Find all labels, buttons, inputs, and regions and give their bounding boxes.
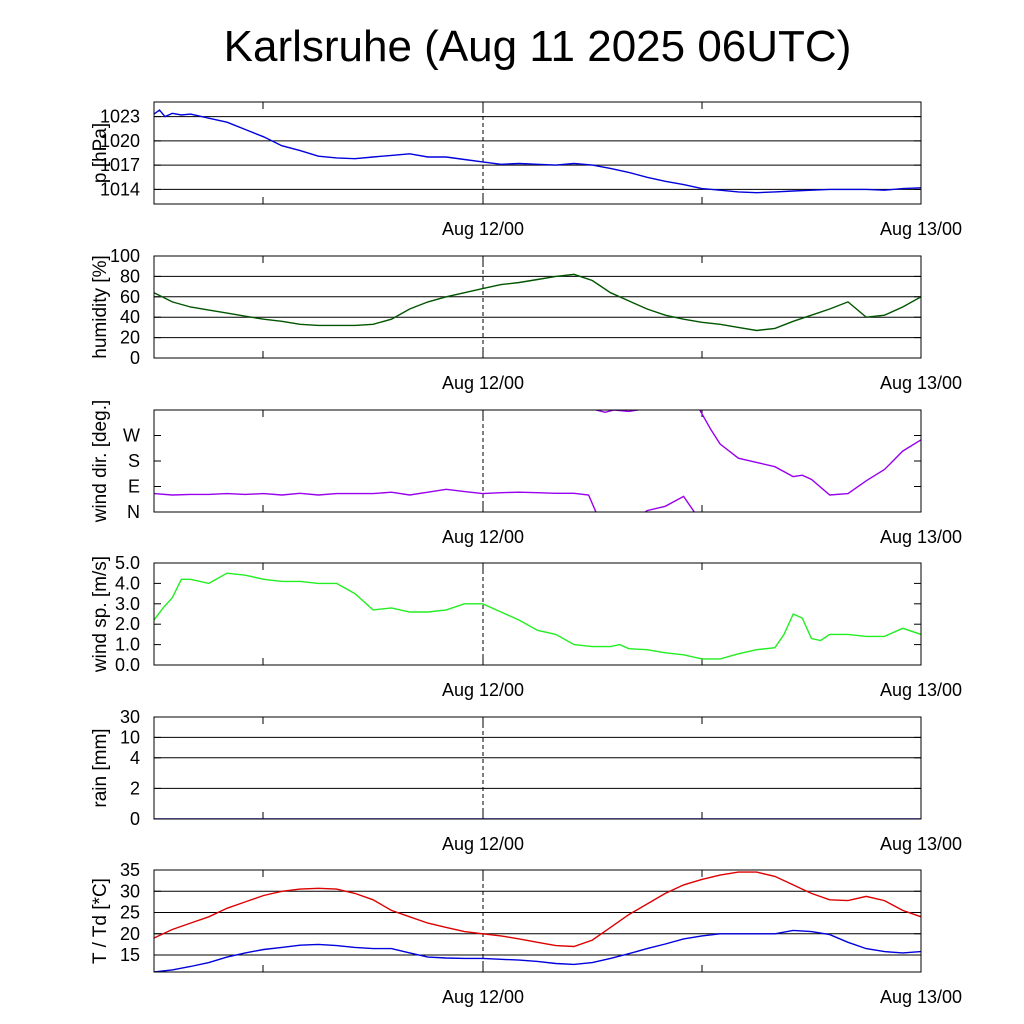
series-line — [154, 109, 921, 194]
plot-frame — [153, 409, 922, 513]
y-tick-label: 20 — [120, 924, 140, 944]
x-tick-label: Aug 12/00 — [442, 680, 524, 700]
y-tick-label: 10 — [120, 727, 140, 747]
x-tick-label: Aug 13/00 — [880, 527, 962, 547]
x-tick-label: Aug 12/00 — [442, 219, 524, 239]
y-tick-label: N — [127, 502, 140, 522]
plot-frame — [153, 869, 922, 973]
y-axis-label: p [hPa] — [90, 123, 111, 183]
x-tick-label: Aug 12/00 — [442, 527, 524, 547]
y-tick-label: W — [123, 426, 140, 446]
x-tick-label: Aug 13/00 — [880, 373, 962, 393]
series-line-td — [154, 929, 921, 972]
series-line — [595, 410, 639, 414]
plot-frame — [153, 255, 922, 359]
y-tick-label: 35 — [120, 860, 140, 880]
y-tick-label: 25 — [120, 903, 140, 923]
series-line-t — [154, 871, 921, 948]
y-tick-label: 30 — [120, 707, 140, 727]
series-line — [154, 572, 921, 660]
plot-frame — [153, 562, 922, 666]
y-tick-label: 1.0 — [115, 635, 140, 655]
y-tick-label: 5.0 — [115, 553, 140, 573]
series-group — [154, 273, 921, 332]
y-tick-label: 4.0 — [115, 573, 140, 593]
y-tick-label: 0.0 — [115, 655, 140, 675]
series-line — [698, 410, 921, 496]
plot-frame — [153, 101, 922, 205]
y-tick-label: 4 — [130, 748, 140, 768]
y-tick-label: 1023 — [100, 107, 140, 127]
y-tick-label: 0 — [130, 348, 140, 368]
y-tick-label: S — [128, 451, 140, 471]
y-tick-label: 80 — [120, 266, 140, 286]
x-tick-label: Aug 13/00 — [880, 219, 962, 239]
series-line — [154, 273, 921, 332]
x-tick-label: Aug 12/00 — [442, 373, 524, 393]
y-tick-label: 1020 — [100, 131, 140, 151]
series-line — [595, 495, 696, 512]
series-group — [154, 410, 921, 512]
x-tick-label: Aug 13/00 — [880, 987, 962, 1007]
series-group — [154, 109, 921, 194]
y-tick-label: 0 — [130, 809, 140, 829]
y-tick-label: 3.0 — [115, 594, 140, 614]
x-tick-label: Aug 12/00 — [442, 987, 524, 1007]
y-tick-label: E — [128, 477, 140, 497]
plot-frame — [153, 716, 922, 820]
series-group — [154, 871, 921, 972]
x-tick-label: Aug 13/00 — [880, 680, 962, 700]
y-tick-label: 2.0 — [115, 614, 140, 634]
x-tick-label: Aug 12/00 — [442, 834, 524, 854]
y-axis-label: rain [mm] — [90, 728, 111, 807]
y-tick-label: 20 — [120, 328, 140, 348]
y-axis-label: humidity [%] — [90, 255, 111, 358]
y-tick-label: 30 — [120, 881, 140, 901]
y-tick-label: 1017 — [100, 155, 140, 175]
y-axis-label: wind dir. [deg.] — [90, 400, 111, 524]
y-tick-label: 2 — [130, 778, 140, 798]
y-tick-label: 40 — [120, 307, 140, 327]
y-tick-label: 60 — [120, 287, 140, 307]
y-tick-label: 100 — [110, 246, 140, 266]
series-line — [154, 488, 597, 512]
y-axis-label: wind sp. [m/s] — [90, 556, 111, 673]
x-tick-label: Aug 13/00 — [880, 834, 962, 854]
series-group — [154, 572, 921, 660]
y-axis-label: T / Td [*C] — [90, 878, 111, 964]
y-tick-label: 1014 — [100, 179, 140, 199]
page-title: Karlsruhe (Aug 11 2025 06UTC) — [223, 22, 852, 71]
y-tick-label: 15 — [120, 945, 140, 965]
